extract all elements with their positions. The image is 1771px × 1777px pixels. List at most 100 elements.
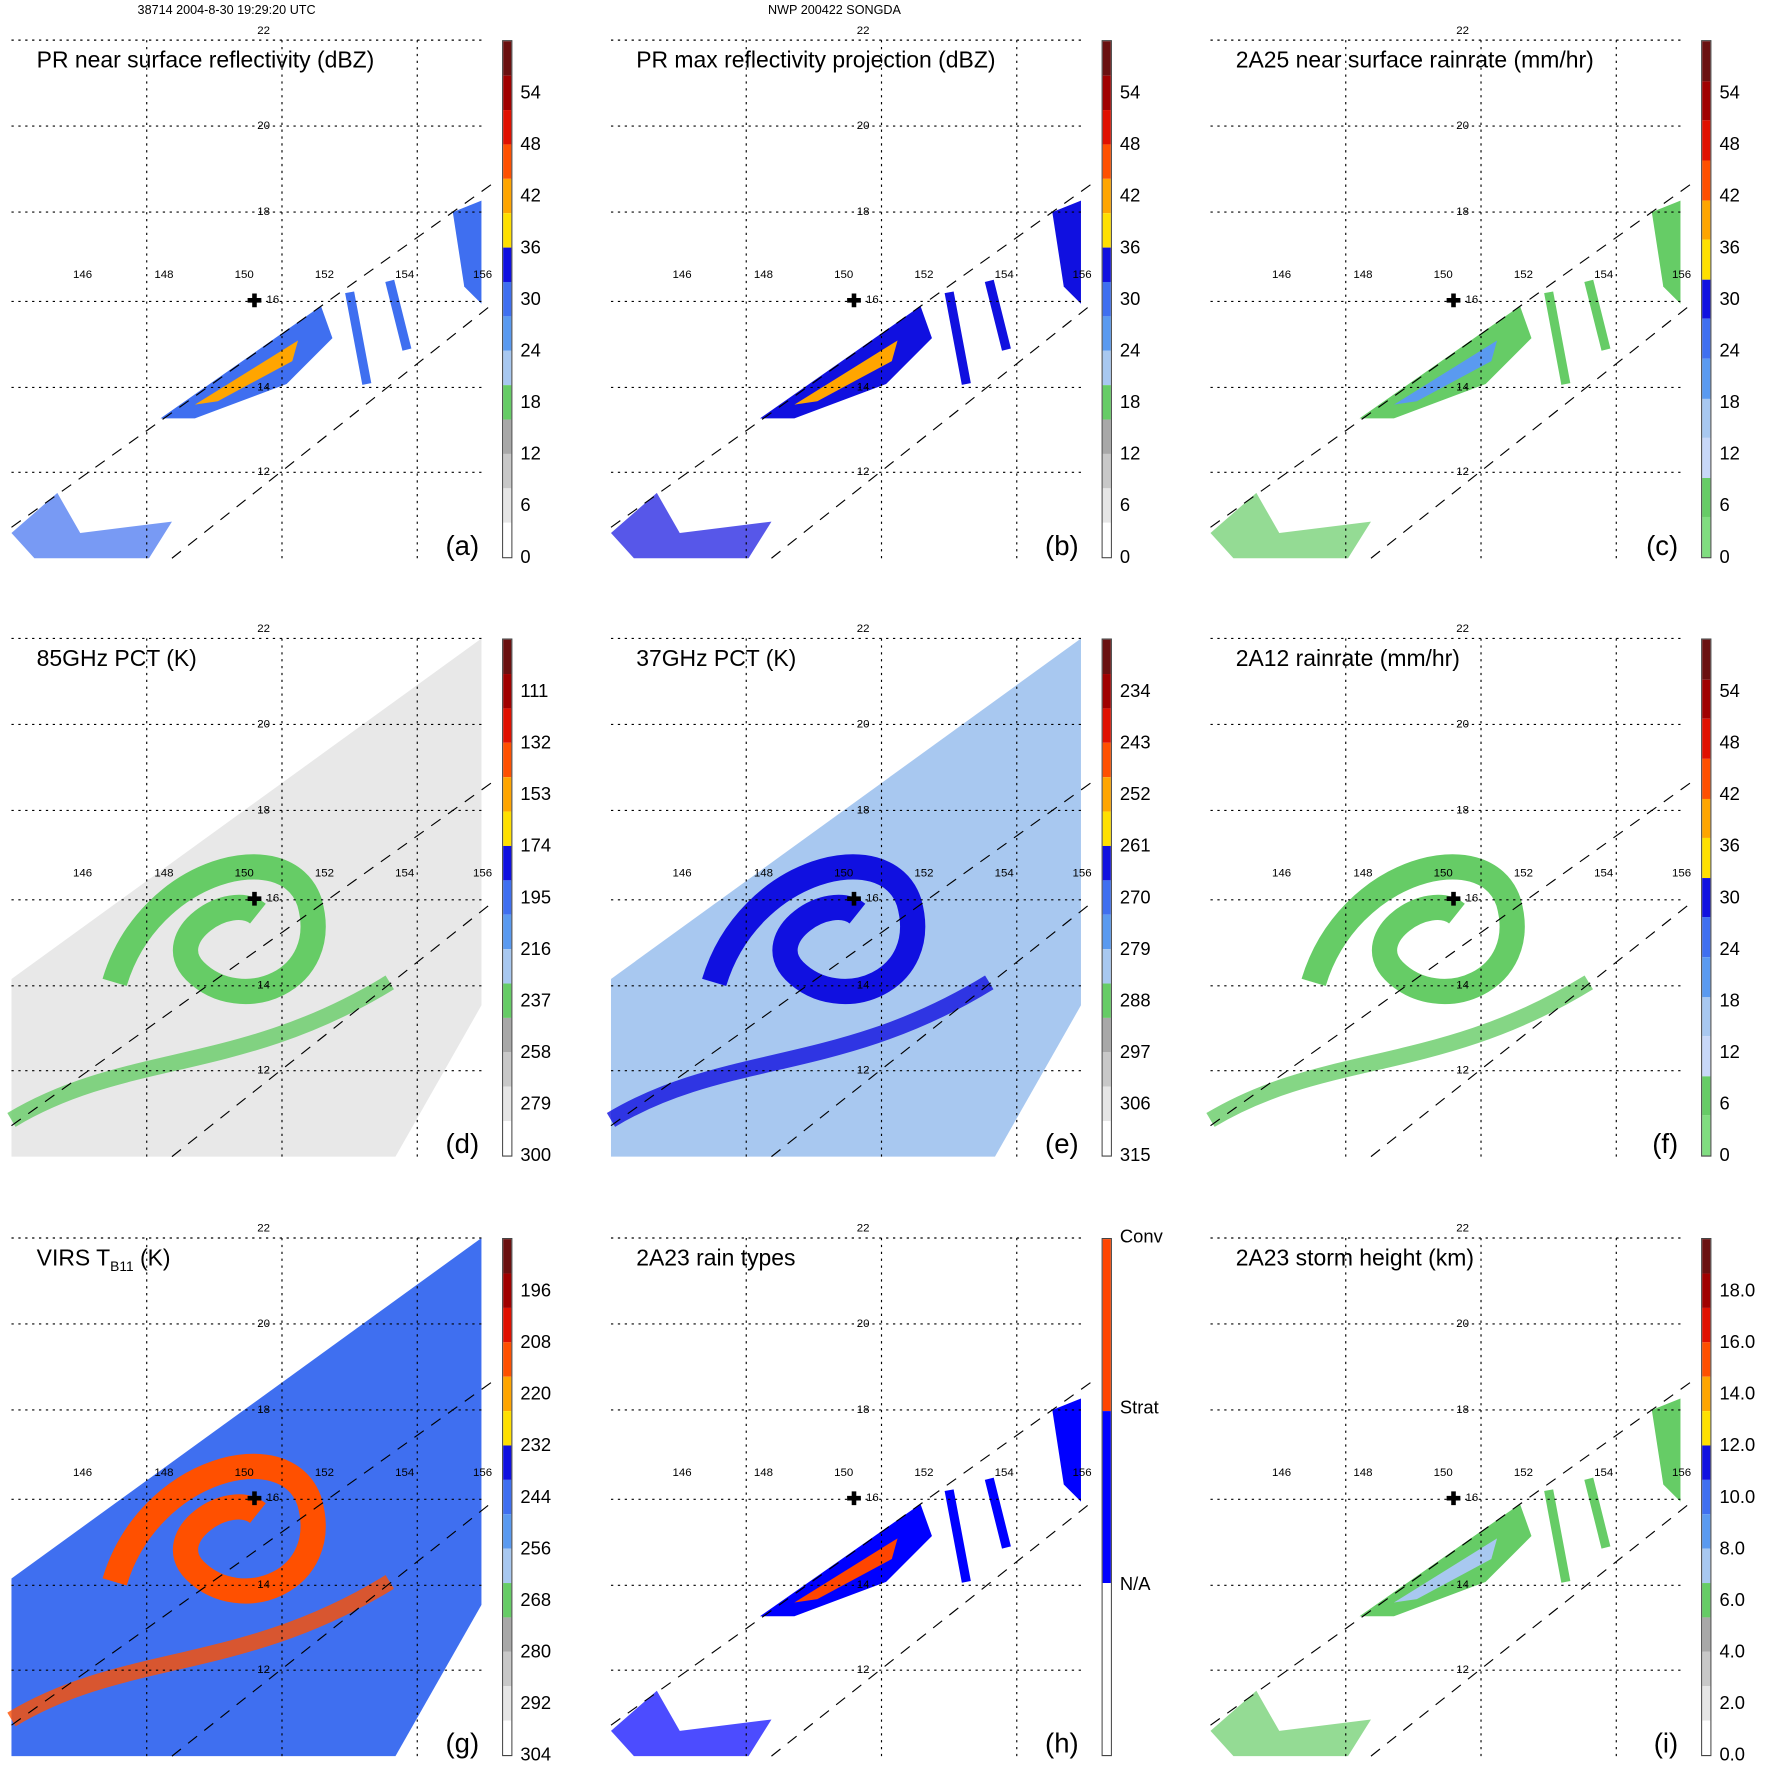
- colorbar-segment: [503, 1052, 512, 1087]
- map-canvas: [1210, 1237, 1693, 1757]
- colorbar-tick-label: 18: [520, 393, 541, 413]
- longitude-label: 150: [1433, 1466, 1453, 1480]
- panel-title-text: PR near surface reflectivity (dBZ): [36, 48, 375, 74]
- colorbar-segment: [1102, 914, 1111, 950]
- rain-band: [345, 291, 372, 385]
- colorbar-tick-label: 270: [1119, 888, 1151, 908]
- rain-band: [385, 279, 412, 351]
- longitude-label: 148: [154, 1466, 174, 1480]
- colorbar-segment: [503, 1086, 512, 1122]
- panel-letter: (a): [443, 530, 482, 563]
- pr-swath-edge: [1210, 1380, 1693, 1726]
- latitude-label: 16: [865, 892, 879, 906]
- colorbar-segment: [503, 1617, 512, 1652]
- colorbar-segment: [1102, 742, 1111, 778]
- latitude-label: 20: [1456, 119, 1470, 133]
- colorbar-tick-label: 18: [1119, 393, 1141, 413]
- colorbar-tick-label: 18: [1719, 991, 1740, 1012]
- map-canvas: [1206, 637, 1693, 1158]
- storm-spiral: [102, 1453, 326, 1604]
- colorbar-tick-label: 0.0: [1719, 1745, 1745, 1766]
- colorbar-tick-label: 12.0: [1719, 1436, 1756, 1456]
- latitude-label: 18: [257, 205, 271, 219]
- latitude-label: 20: [856, 1317, 870, 1331]
- colorbar-segment: [503, 1376, 512, 1412]
- colorbar: [502, 1238, 513, 1757]
- panel-e: 146 148 150 152 154 156 22 20 18 16 14 12 37GHz PCT …: [606, 623, 1151, 1177]
- map-canvas: [7, 637, 494, 1158]
- latitude-label: 18: [1456, 205, 1470, 219]
- colorbar-tick-label: 48: [1719, 135, 1740, 155]
- colorbar-tick-label: 234: [1119, 682, 1151, 702]
- colorbar-segment: [1702, 358, 1711, 399]
- colorbar-tick-label: 280: [520, 1642, 552, 1663]
- colorbar-segment: [1702, 1651, 1711, 1687]
- longitude-label: 152: [914, 1466, 934, 1480]
- panel-title: PR near surface reflectivity (dBZ): [37, 48, 375, 74]
- panel-letter: (h): [1042, 1728, 1081, 1761]
- pr-swath-edge: [1370, 303, 1693, 559]
- colorbar-segment: [1102, 845, 1111, 881]
- colorbar-segment: [1102, 281, 1111, 317]
- colorbar-segment: [1102, 639, 1111, 675]
- panel-letter: (b): [1042, 530, 1081, 563]
- colorbar-segment: [1102, 777, 1111, 812]
- colorbar-segment: [1102, 75, 1111, 111]
- colorbar-tick-label: 0: [520, 547, 531, 568]
- colorbar-tick-label: 6.0: [1719, 1591, 1745, 1611]
- latitude-label: 12: [257, 1064, 271, 1077]
- colorbar-tick-label: 111: [520, 682, 549, 702]
- colorbar-segment: [1702, 1115, 1711, 1156]
- longitude-label: 152: [1513, 1466, 1533, 1480]
- orbit-timestamp: 38714 2004-8-30 19:29:20 UTC: [137, 3, 316, 18]
- colorbar-segment: [1702, 1617, 1711, 1652]
- longitude-label: 154: [994, 268, 1014, 282]
- latitude-label: 22: [856, 24, 870, 38]
- colorbar-tick-label: 24: [520, 341, 541, 362]
- latitude-label: 14: [257, 1579, 271, 1592]
- longitude-label: 146: [1271, 268, 1292, 282]
- colorbar-tick-label: 18: [1719, 393, 1740, 413]
- colorbar-segment: [1702, 1036, 1711, 1077]
- longitude-label: 148: [753, 867, 774, 880]
- convective-core: [794, 1538, 898, 1603]
- storm-center-cross-icon: [1446, 293, 1461, 308]
- colorbar-tick-label: 315: [1119, 1146, 1151, 1166]
- colorbar-segment: [503, 1273, 512, 1308]
- latitude-label: 14: [257, 979, 271, 993]
- map-plot: 146 148 150 152 154 156 22 20 18 16 14 12: [610, 25, 1093, 559]
- colorbar-segment: [1702, 1239, 1711, 1274]
- colorbar-tick-label: 42: [520, 186, 541, 207]
- map-plot: 146 148 150 152 154 156 22 20 18 16 14 12: [606, 623, 1093, 1158]
- colorbar-tick-label: 268: [520, 1591, 552, 1611]
- latitude-label: 12: [856, 1064, 870, 1077]
- colorbar-segment: [1702, 758, 1711, 799]
- latitude-label: 22: [1456, 1222, 1470, 1236]
- pr-swath-edge: [11, 1380, 494, 1726]
- colorbar-segment: [1702, 41, 1711, 82]
- map-canvas: [610, 39, 1093, 559]
- latitude-label: 12: [1456, 1663, 1470, 1677]
- colorbar-segment: [1702, 1411, 1711, 1446]
- storm-spiral: [702, 854, 926, 1005]
- latitude-label: 20: [257, 718, 271, 731]
- latitude-label: 16: [1465, 892, 1479, 906]
- longitude-label: 156: [1072, 1466, 1092, 1480]
- colorbar-segment: [1702, 1479, 1711, 1515]
- longitude-label: 154: [1594, 268, 1614, 282]
- panel-title: 2A12 rainrate (mm/hr): [1236, 647, 1460, 673]
- colorbar-segment: [1702, 160, 1711, 201]
- colorbar-tick-label: 279: [1119, 939, 1151, 960]
- colorbar-tick-label: 54: [520, 83, 541, 104]
- colorbar-segment: [1702, 639, 1711, 680]
- rain-region: [1359, 306, 1532, 419]
- panel-g: 146 148 150 152 154 156 22 20 18 16 14 12 VIRS TB11 …: [7, 1223, 552, 1777]
- colorbar-segment: [1102, 488, 1111, 523]
- latitude-label: 14: [1456, 979, 1470, 993]
- latitude-label: 12: [257, 1663, 271, 1677]
- colorbar-tick-label: 12: [1719, 444, 1740, 465]
- colorbar-segment: [1702, 877, 1711, 918]
- colorbar-segment: [503, 1686, 512, 1721]
- colorbar-tick-label: 54: [1719, 682, 1740, 702]
